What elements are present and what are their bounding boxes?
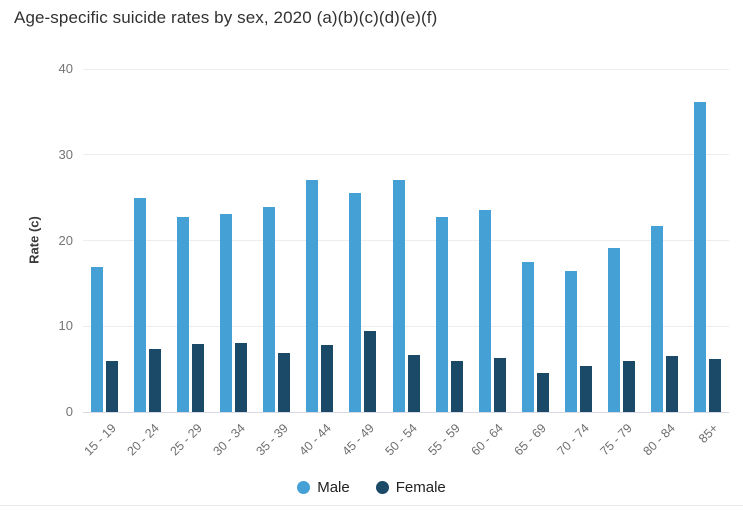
legend-marker-male-icon [297, 481, 311, 494]
bar-male-25-29[interactable] [177, 216, 190, 412]
y-tick-label-40: 40 [58, 61, 73, 76]
bar-male-40-44[interactable] [306, 179, 319, 412]
bar-female-40-44[interactable] [321, 345, 334, 412]
bar-male-45-49[interactable] [349, 193, 362, 412]
y-tick-label-30: 30 [58, 146, 73, 162]
gridline-0 [83, 411, 729, 413]
bar-female-35-39[interactable] [278, 352, 291, 412]
legend-marker-female-icon [375, 481, 389, 494]
legend-label-female: Female [395, 479, 446, 496]
bar-male-30-34[interactable] [220, 213, 233, 412]
bar-male-50-54[interactable] [392, 180, 405, 412]
bar-female-15-19[interactable] [106, 360, 119, 412]
legend-item-male[interactable]: Male [297, 479, 350, 496]
bar-male-15-19[interactable] [91, 267, 104, 412]
bar-male-80-84[interactable] [650, 225, 663, 412]
bar-male-70-74[interactable] [564, 271, 577, 412]
bar-female-25-29[interactable] [192, 344, 205, 412]
bar-male-35-39[interactable] [263, 207, 276, 412]
bar-male-60-64[interactable] [478, 209, 491, 412]
gridline-20 [83, 240, 729, 241]
bar-female-70-74[interactable] [579, 365, 592, 412]
legend-label-male: Male [317, 479, 350, 496]
bar-female-60-64[interactable] [493, 357, 506, 412]
bar-female-45-49[interactable] [364, 330, 377, 412]
bar-female-55-59[interactable] [450, 361, 463, 412]
bar-female-85plus[interactable] [708, 358, 721, 412]
bar-female-75-79[interactable] [622, 361, 635, 412]
y-tick-label-0: 0 [65, 404, 73, 419]
y-tick-label-20: 20 [58, 232, 73, 248]
bar-female-65-69[interactable] [536, 373, 549, 412]
bar-male-75-79[interactable] [607, 248, 620, 412]
y-tick-label-10: 10 [58, 318, 73, 334]
gridline-10 [83, 325, 729, 327]
gridline-30 [83, 154, 729, 156]
bottom-divider [0, 505, 743, 506]
bar-female-20-24[interactable] [149, 349, 162, 412]
legend: Male Female [0, 479, 743, 496]
gridline-40 [83, 68, 729, 70]
plot-area [83, 68, 729, 413]
bar-male-65-69[interactable] [521, 261, 534, 412]
bar-male-55-59[interactable] [435, 216, 448, 412]
bar-female-80-84[interactable] [665, 356, 678, 412]
chart-title: Age-specific suicide rates by sex, 2020 … [14, 8, 438, 27]
bar-female-50-54[interactable] [407, 355, 420, 412]
bar-female-30-34[interactable] [235, 342, 248, 412]
bar-male-20-24[interactable] [134, 197, 147, 412]
bar-male-85plus[interactable] [693, 101, 706, 412]
legend-item-female[interactable]: Female [375, 479, 446, 496]
